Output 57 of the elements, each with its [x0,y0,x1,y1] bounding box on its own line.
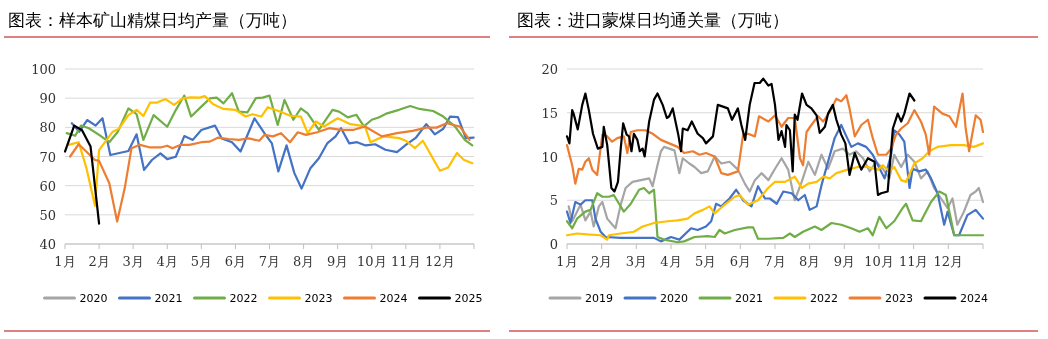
line-series [565,77,916,197]
y-tick-label: 50 [39,207,56,223]
x-tick-label: 3月 [625,254,647,269]
x-tick-label: 9月 [833,254,855,269]
chart-title: 图表：进口蒙煤日均通关量（万吨） [517,10,789,30]
x-tick-label: 7月 [764,254,786,269]
legend-label: 2024 [379,292,408,305]
y-tick-label: 70 [39,149,56,165]
legend-label: 2022 [229,292,258,305]
x-tick-label: 4月 [156,254,178,269]
y-tick-label: 40 [39,237,56,252]
legend-label: 2020 [79,292,108,305]
line-series [69,122,471,223]
x-tick-label: 8月 [292,254,315,269]
y-tick-label: 5 [549,193,558,209]
x-tick-label: 11月 [391,254,421,269]
legend-label: 2021 [154,292,183,305]
y-tick-label: 90 [39,91,56,107]
y-tick-label: 15 [541,105,558,121]
x-tick-label: 10月 [864,254,894,269]
x-tick-label: 10月 [356,254,387,269]
line-series [67,95,474,207]
line-series [63,124,101,225]
legend-label: 2023 [304,292,333,305]
x-tick-label: 2月 [88,254,110,269]
line-series [565,92,985,185]
y-tick-label: 100 [31,62,56,77]
x-tick-label: 5月 [695,254,717,269]
x-tick-label: 12月 [425,254,455,269]
x-tick-label: 9月 [327,254,349,269]
x-tick-label: 7月 [258,254,281,269]
legend-label: 2021 [735,292,763,305]
x-tick-label: 8月 [799,254,821,269]
y-tick-label: 80 [39,120,56,136]
x-tick-label: 4月 [660,254,682,269]
x-tick-label: 1月 [556,254,578,269]
x-tick-label: 3月 [122,254,144,269]
x-tick-label: 1月 [54,254,76,269]
x-tick-label: 6月 [224,254,247,269]
y-tick-label: 60 [39,178,56,194]
x-tick-label: 2月 [591,254,613,269]
line-series [70,115,475,190]
y-tick-label: 10 [541,149,558,165]
x-tick-label: 5月 [190,254,212,269]
legend-label: 2019 [585,292,613,305]
x-tick-label: 6月 [729,254,751,269]
chart-title: 图表：样本矿山精煤日均产量（万吨） [8,10,297,30]
y-tick-label: 20 [541,62,558,77]
legend-label: 2022 [810,292,838,305]
legend-label: 2024 [960,292,988,305]
line-series [65,92,474,147]
legend-label: 2025 [454,292,483,305]
legend-label: 2020 [660,292,688,305]
legend-label: 2023 [885,292,913,305]
y-tick-label: 0 [549,237,558,252]
x-tick-label: 11月 [898,254,929,269]
x-tick-label: 12月 [933,254,964,269]
